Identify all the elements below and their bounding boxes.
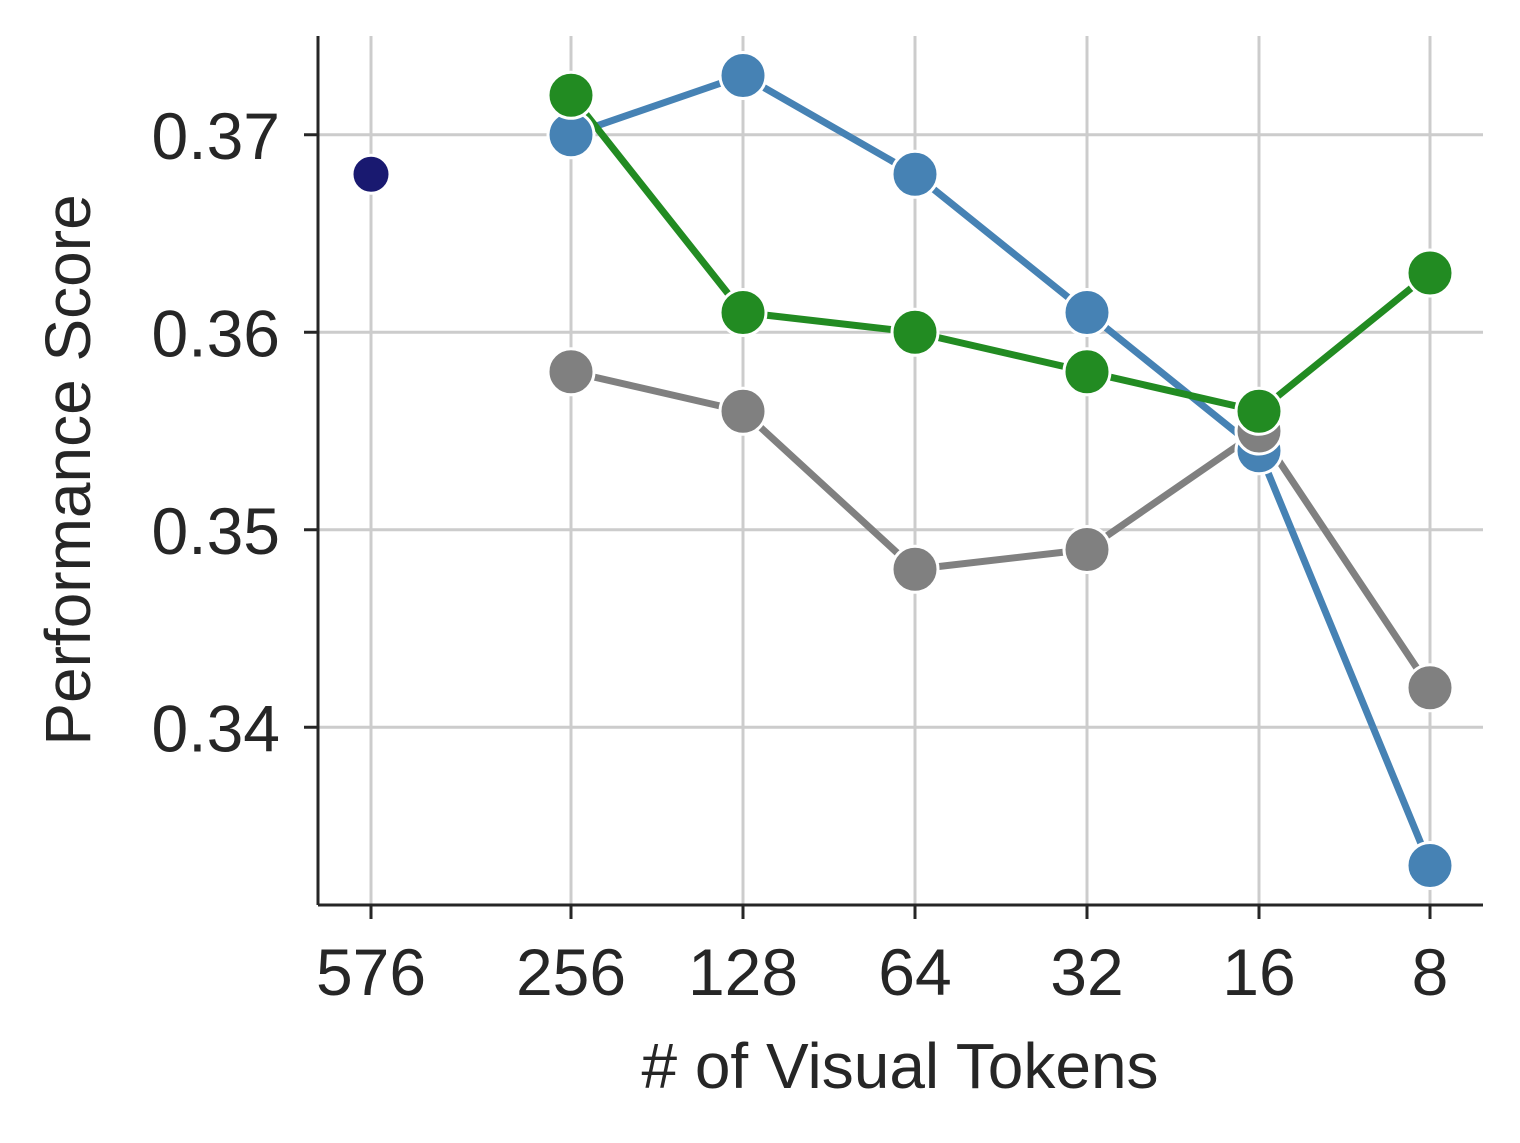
x-tick-label: 576	[316, 935, 426, 1009]
x-tick-label: 128	[688, 935, 798, 1009]
data-point	[350, 153, 392, 195]
data-point	[890, 544, 940, 594]
y-axis-label: Performance Score	[32, 194, 104, 745]
series-line	[567, 72, 1434, 869]
ticks-layer: 576 256 128 64 32 16 8 0.34 0.35 0.36 0.37	[152, 99, 1449, 1009]
data-point	[718, 386, 768, 436]
data-point	[890, 149, 940, 199]
data-point	[718, 288, 768, 337]
x-tick-label: 16	[1222, 935, 1295, 1009]
y-tick-label: 0.34	[152, 691, 280, 765]
data-point	[1405, 248, 1455, 298]
data-point	[1234, 386, 1284, 436]
y-tick-label: 0.37	[152, 99, 280, 173]
data-point	[1405, 663, 1455, 713]
data-point	[1062, 288, 1112, 337]
data-point	[718, 51, 768, 100]
data-point	[546, 347, 596, 397]
data-point	[1405, 841, 1455, 890]
y-tick-label: 0.35	[152, 494, 280, 568]
series-line	[567, 91, 1434, 415]
x-axis-label: # of Visual Tokens	[641, 1030, 1158, 1102]
x-tick-label: 8	[1412, 935, 1449, 1009]
data-point	[546, 70, 596, 120]
data-point	[890, 307, 940, 357]
x-tick-label: 32	[1050, 935, 1123, 1009]
y-tick-label: 0.36	[152, 296, 280, 370]
data-point	[1062, 525, 1112, 574]
data-point	[1062, 347, 1112, 397]
series-layer	[350, 51, 1455, 890]
x-tick-label: 256	[516, 935, 626, 1009]
x-tick-label: 64	[878, 935, 951, 1009]
series-line	[567, 368, 1434, 692]
axes-layer	[316, 36, 1483, 907]
